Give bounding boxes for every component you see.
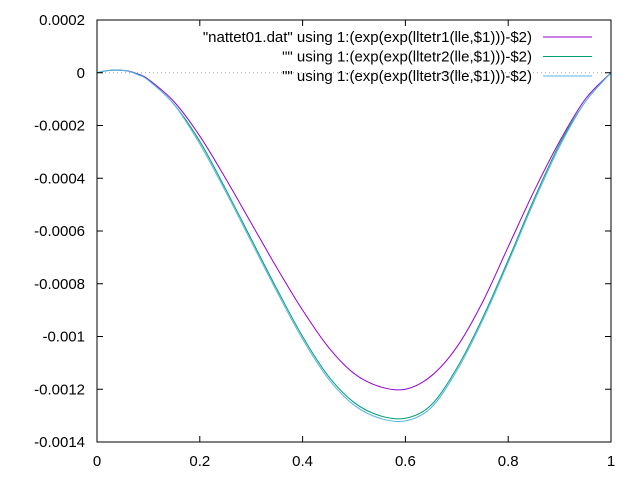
- y-tick-label: -0.0002: [34, 118, 85, 135]
- y-tick-label: -0.0006: [34, 223, 85, 240]
- y-tick-label: -0.0008: [34, 276, 85, 293]
- y-tick-label: -0.001: [42, 329, 85, 346]
- x-tick-label: 0.4: [292, 453, 313, 470]
- legend-label-1: "nattet01.dat" using 1:(exp(exp(lltetr1(…: [203, 29, 532, 46]
- y-tick-label: -0.0014: [34, 434, 85, 451]
- legend-label-3: "" using 1:(exp(exp(lltetr3(lle,$1)))-$2…: [282, 68, 532, 85]
- y-tick-label: 0: [77, 65, 85, 82]
- x-tick-label: 0.2: [189, 453, 210, 470]
- x-tick-label: 0.8: [498, 453, 519, 470]
- x-tick-label: 0: [93, 453, 101, 470]
- y-tick-label: -0.0004: [34, 170, 85, 187]
- legend-label-2: "" using 1:(exp(exp(lltetr2(lle,$1)))-$2…: [282, 49, 532, 66]
- x-tick-label: 0.6: [395, 453, 416, 470]
- series-line-3: [96, 69, 612, 423]
- y-tick-label: 0.0002: [39, 12, 85, 29]
- series-layer: [96, 69, 612, 423]
- y-tick-label: -0.0012: [34, 381, 85, 398]
- series-line-1: [96, 69, 612, 391]
- series-line-2: [96, 69, 612, 420]
- legend: "nattet01.dat" using 1:(exp(exp(lltetr1(…: [203, 29, 592, 85]
- x-tick-label: 1: [607, 453, 615, 470]
- ticks-layer: 0 0.2 0.4 0.6 0.8 1 0.0002 0 -0.0002 -0.0004 -0.00…: [34, 12, 615, 470]
